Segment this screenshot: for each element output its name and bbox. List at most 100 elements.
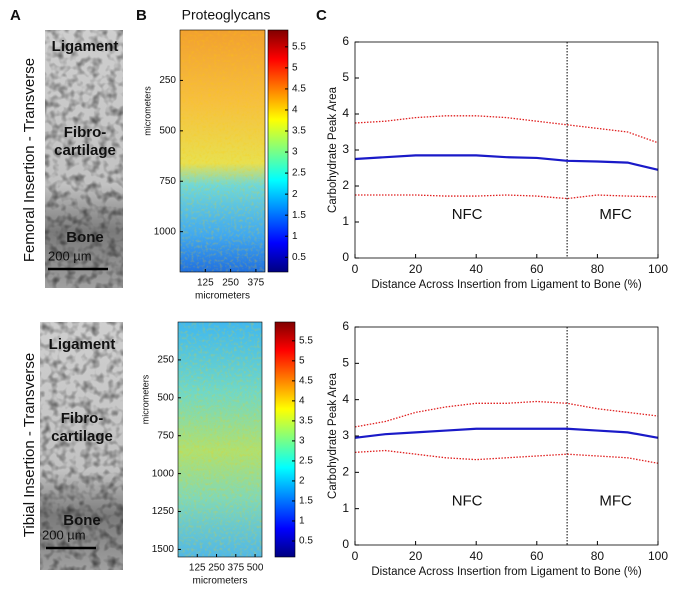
colorbar-tick-label: 4	[292, 105, 298, 116]
colorbar	[274, 321, 296, 558]
y-tick-label: 1250	[152, 506, 175, 517]
panel-title: Proteoglycans	[182, 7, 271, 23]
scale-bar-label: 200 µm	[48, 248, 92, 263]
x-tick-label: 40	[470, 262, 484, 276]
y-tick-label: 1000	[154, 226, 177, 237]
y-tick-label: 1500	[152, 544, 175, 555]
heatmap-frame	[177, 321, 263, 558]
x-tick-label: 100	[648, 262, 668, 276]
colorbar-tick-label: 3	[292, 147, 298, 158]
y-tick-label: 0	[342, 537, 349, 551]
x-tick-label: 60	[530, 549, 544, 563]
y-tick-label: 6	[342, 34, 349, 48]
x-tick-label: 100	[648, 549, 668, 563]
series-line	[354, 427, 659, 439]
micrograph	[40, 30, 123, 570]
y-tick-label: 1000	[152, 468, 175, 479]
colorbar-tick-label: 1.5	[292, 210, 306, 221]
y-tick-label: 0	[342, 250, 349, 264]
series-line	[354, 115, 659, 144]
y-tick-label: 2	[342, 178, 349, 192]
y-axis-label: Carbohydrate Peak Area	[327, 372, 339, 499]
tissue-label: cartilage	[51, 428, 113, 445]
series-line	[354, 449, 659, 464]
tissue-label: Ligament	[49, 336, 116, 353]
series-line	[355, 194, 659, 200]
region-label: NFC	[452, 492, 483, 509]
colorbar-tick-label: 3	[299, 436, 305, 447]
colorbar-tick-label: 1	[299, 516, 305, 527]
x-tick-label: 40	[470, 549, 484, 563]
x-tick-label: 80	[591, 549, 605, 563]
colorbar-tick-label: 0.5	[299, 536, 313, 547]
heatmap-texture	[178, 322, 262, 557]
row-label: Femoral Insertion - Transverse	[21, 58, 38, 262]
region-label: MFC	[599, 206, 632, 223]
y-tick-label: 500	[157, 392, 174, 403]
x-tick-label: 20	[409, 262, 423, 276]
tissue-label: Bone	[63, 512, 101, 529]
x-tick-label: 250	[222, 278, 239, 289]
series-line	[354, 400, 659, 428]
colorbar-tick-label: 5	[299, 355, 305, 366]
x-tick-label: 125	[197, 278, 214, 289]
x-axis-label: Distance Across Insertion from Ligament …	[371, 279, 642, 291]
y-tick-label: 750	[159, 176, 176, 187]
colorbar-tick-label: 5.5	[299, 335, 313, 346]
colorbar-tick-label: 2.5	[292, 168, 306, 179]
panel-label: B	[136, 7, 147, 24]
y-tick-label: 5	[342, 70, 349, 84]
y-tick-label: 6	[342, 319, 349, 333]
y-tick-label: 1	[342, 501, 349, 515]
x-axis-label: Distance Across Insertion from Ligament …	[371, 566, 642, 578]
y-axis-label: micrometers	[140, 374, 150, 424]
heatmap-frame	[179, 29, 266, 273]
tissue-label: Bone	[66, 229, 104, 246]
region-label: MFC	[599, 492, 632, 509]
x-tick-label: 375	[248, 278, 265, 289]
y-tick-label: 1	[342, 214, 349, 228]
tissue-label: Ligament	[52, 38, 119, 55]
tissue-label: Fibro-	[61, 410, 104, 427]
plot-frame	[354, 41, 659, 259]
colorbar	[267, 29, 289, 273]
panel-label: A	[10, 7, 21, 24]
x-axis-label: micrometers	[195, 291, 250, 302]
region-label: NFC	[452, 206, 483, 223]
row-label: Tibial Insertion - Transverse	[21, 353, 38, 538]
scale-bar-label: 200 µm	[42, 527, 86, 542]
y-tick-label: 500	[159, 125, 176, 136]
series-line	[354, 154, 659, 171]
x-tick-label: 20	[409, 549, 423, 563]
colorbar-tick-label: 4.5	[292, 84, 306, 95]
y-tick-label: 5	[342, 356, 349, 370]
x-axis-label: micrometers	[192, 576, 247, 587]
y-tick-label: 250	[157, 355, 174, 366]
colorbar-tick-label: 1.5	[299, 496, 313, 507]
x-tick-label: 0	[352, 549, 359, 563]
y-tick-label: 4	[342, 106, 349, 120]
y-tick-label: 2	[342, 465, 349, 479]
y-tick-label: 250	[159, 75, 176, 86]
x-tick-label: 125	[189, 563, 206, 574]
tissue-label: Fibro-	[64, 124, 107, 141]
heatmap-texture	[180, 30, 265, 272]
y-tick-label: 3	[342, 428, 349, 442]
y-axis-label: micrometers	[142, 86, 152, 136]
colorbar-tick-label: 3.5	[299, 416, 313, 427]
colorbar-tick-label: 1	[292, 231, 298, 242]
colorbar-tick-label: 2	[292, 189, 298, 200]
y-tick-label: 4	[342, 392, 349, 406]
colorbar-tick-label: 0.5	[292, 252, 306, 263]
colorbar-tick-label: 4	[299, 396, 305, 407]
x-tick-label: 80	[591, 262, 605, 276]
colorbar-tick-label: 2	[299, 476, 305, 487]
y-tick-label: 750	[157, 430, 174, 441]
colorbar-tick-label: 2.5	[299, 456, 313, 467]
colorbar-tick-label: 3.5	[292, 126, 306, 137]
panel-label: C	[316, 7, 327, 24]
x-tick-label: 60	[530, 262, 544, 276]
colorbar-tick-label: 4.5	[299, 375, 313, 386]
x-tick-label: 0	[352, 262, 359, 276]
